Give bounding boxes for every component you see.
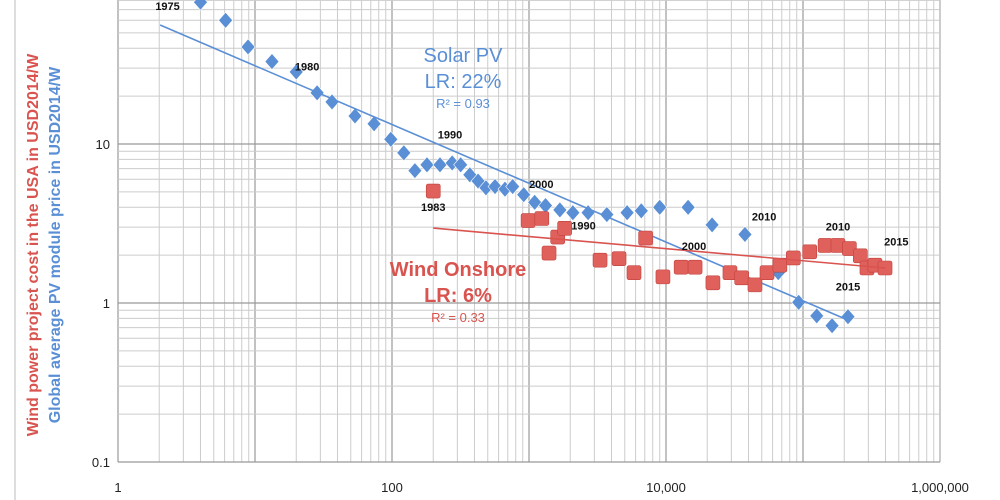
wind-lr: LR: 6% xyxy=(424,285,492,307)
wind-title: Wind Onshore xyxy=(390,259,526,281)
year-label: 2010 xyxy=(752,212,776,224)
x-tick-label: 1 xyxy=(114,480,121,495)
year-label: 2000 xyxy=(529,179,553,191)
y-axis-label-solar: Global average PV module price in USD201… xyxy=(47,66,64,423)
wind-r2: R² = 0.33 xyxy=(431,310,485,325)
solar-point xyxy=(840,308,856,326)
wind-point xyxy=(786,250,801,266)
wind-point xyxy=(541,245,557,261)
solar-point xyxy=(324,93,340,111)
wind-point xyxy=(802,244,818,260)
y-axis-label-wind: Wind power project cost in the USA in US… xyxy=(25,53,42,436)
y-tick-label: 10 xyxy=(96,137,110,152)
year-label: 1975 xyxy=(155,1,179,13)
wind-point xyxy=(425,183,441,199)
solar-point xyxy=(633,202,649,220)
x-tick-label: 10,000 xyxy=(646,480,686,495)
solar-point xyxy=(791,293,807,311)
solar-point xyxy=(407,162,423,180)
wind-point xyxy=(747,277,763,293)
x-tick-label: 1,000,000 xyxy=(911,480,969,495)
solar-r2: R² = 0.93 xyxy=(436,96,490,111)
year-label: 1980 xyxy=(295,61,319,73)
year-label: 1990 xyxy=(571,220,595,232)
x-tick-label: 100 xyxy=(381,480,403,495)
grid xyxy=(117,0,941,463)
wind-point xyxy=(772,257,788,273)
year-label: 1983 xyxy=(421,202,445,214)
solar-point xyxy=(419,156,435,174)
wind-point xyxy=(817,238,833,253)
wind-point xyxy=(638,230,653,246)
wind-point xyxy=(734,270,750,286)
wind-point xyxy=(759,265,775,281)
solar-point xyxy=(516,186,532,204)
solar-point xyxy=(487,178,503,196)
solar-point xyxy=(505,178,521,196)
solar-point xyxy=(462,166,478,184)
solar-point xyxy=(809,307,825,325)
year-label: 2010 xyxy=(826,222,850,234)
solar-point xyxy=(366,115,382,133)
wind-point xyxy=(534,211,550,226)
solar-point xyxy=(552,201,568,219)
tick-labels: 1 100 10,000 1,000,000 0.1 1 10 xyxy=(92,137,969,495)
data-marks: 1975 1980 1990 2000 2010 2015 1983 1990 2000 2010… xyxy=(155,0,909,335)
solar-point xyxy=(264,53,280,71)
solar-point xyxy=(444,154,460,172)
wind-point xyxy=(673,259,689,275)
solar-point xyxy=(383,130,399,148)
year-label: 2015 xyxy=(836,281,860,293)
wind-point xyxy=(705,275,721,291)
year-label: 1990 xyxy=(438,130,462,142)
year-label: 2000 xyxy=(682,241,706,253)
solar-point xyxy=(240,38,256,56)
solar-point xyxy=(527,193,543,211)
wind-point xyxy=(520,213,536,228)
solar-point xyxy=(599,206,615,224)
wind-point xyxy=(557,220,572,236)
solar-point xyxy=(193,0,208,11)
solar-point xyxy=(453,156,469,174)
wind-point xyxy=(611,251,627,266)
y-tick-label: 0.1 xyxy=(92,455,110,470)
solar-point xyxy=(396,144,412,162)
wind-point xyxy=(655,269,671,285)
y-tick-label: 1 xyxy=(103,296,110,311)
wind-point xyxy=(592,252,608,268)
solar-point xyxy=(347,107,363,125)
solar-point xyxy=(218,11,233,29)
solar-point xyxy=(432,156,448,174)
wind-point xyxy=(626,265,642,281)
solar-point xyxy=(824,317,840,335)
year-label: 2015 xyxy=(884,236,908,248)
solar-point xyxy=(538,197,553,215)
wind-trendline xyxy=(433,227,886,269)
solar-point xyxy=(704,216,720,234)
solar-title: Solar PV xyxy=(424,45,504,67)
solar-point xyxy=(565,204,581,222)
solar-lr: LR: 22% xyxy=(425,71,502,93)
solar-point xyxy=(680,198,696,216)
wind-point xyxy=(687,259,703,275)
solar-point xyxy=(737,225,753,243)
solar-point xyxy=(619,204,635,222)
solar-point xyxy=(652,198,668,216)
annotations: Solar PV LR: 22% R² = 0.93 Wind Onshore … xyxy=(390,45,526,325)
solar-point xyxy=(288,63,304,81)
